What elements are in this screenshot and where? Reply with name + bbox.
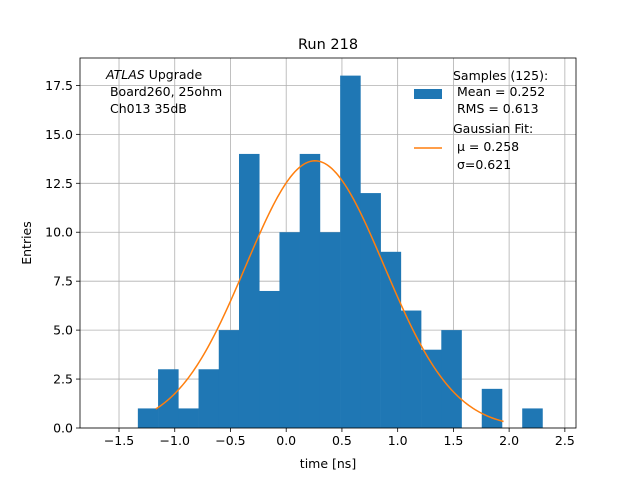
histogram-bar bbox=[238, 153, 260, 429]
histogram-bar bbox=[319, 232, 341, 428]
histogram-bar bbox=[380, 251, 402, 428]
fit-curve bbox=[155, 160, 504, 423]
y-tick-label: 7.5 bbox=[53, 274, 73, 289]
legend-fit-line-3: σ=0.621 bbox=[453, 157, 511, 172]
x-tick-label: −1.5 bbox=[104, 433, 134, 448]
annotation-atlas: ATLAS bbox=[105, 67, 145, 82]
x-tick-label: 0.5 bbox=[332, 433, 352, 448]
y-tick-label: 5.0 bbox=[53, 323, 73, 338]
y-tick-label: 2.5 bbox=[53, 372, 73, 387]
legend-hist-swatch bbox=[414, 89, 442, 99]
x-tick-label: 2.5 bbox=[555, 433, 575, 448]
x-axis-label: time [ns] bbox=[300, 456, 356, 471]
x-tick-label: −1.0 bbox=[160, 433, 190, 448]
histogram-bar bbox=[360, 193, 381, 428]
histogram-bar bbox=[340, 75, 361, 428]
x-tick-label: 2.0 bbox=[499, 433, 519, 448]
legend-fit-line-1: Gaussian Fit: bbox=[453, 121, 533, 136]
y-tick-label: 12.5 bbox=[45, 176, 73, 191]
legend-hist-line-3: RMS = 0.613 bbox=[453, 101, 539, 116]
axis-ticks: −1.5 −1.0 −0.5 0.0 0.5 1.0 1.5 2.0 2.5 0.0 2.5 5.0 7… bbox=[45, 78, 575, 448]
y-tick-label: 17.5 bbox=[45, 78, 73, 93]
legend-hist-line-2: Mean = 0.252 bbox=[453, 84, 545, 99]
histogram-bar bbox=[158, 369, 179, 428]
annotation-line-2: Board260, 25ohm bbox=[106, 84, 222, 99]
histogram-bar bbox=[400, 310, 422, 428]
annotation-upgrade: Upgrade bbox=[145, 67, 203, 82]
chart-title: Run 218 bbox=[298, 37, 358, 53]
y-tick-label: 10.0 bbox=[45, 225, 73, 240]
legend-hist-line-1: Samples (125): bbox=[453, 68, 548, 83]
y-axis-label: Entries bbox=[19, 221, 34, 265]
annotation-line-1: ATLAS Upgrade bbox=[105, 67, 202, 82]
y-tick-label: 0.0 bbox=[53, 421, 73, 436]
x-tick-label: −0.5 bbox=[215, 433, 245, 448]
atlas-annotation: ATLAS Upgrade Board260, 25ohm Ch013 35dB bbox=[105, 67, 222, 116]
histogram-bar bbox=[218, 330, 240, 428]
legend: Samples (125): Mean = 0.252 RMS = 0.613 … bbox=[414, 68, 548, 172]
histogram-bar bbox=[421, 349, 442, 428]
x-tick-label: 0.0 bbox=[276, 433, 296, 448]
annotation-line-3: Ch013 35dB bbox=[106, 101, 187, 116]
gaussian-fit bbox=[155, 160, 504, 423]
plot-frame bbox=[79, 57, 577, 429]
histogram-bar bbox=[178, 408, 199, 428]
legend-fit-line-2: μ = 0.258 bbox=[453, 139, 519, 154]
histogram-bar bbox=[259, 290, 280, 428]
histogram-bars bbox=[137, 75, 543, 429]
histogram-bar bbox=[299, 153, 321, 429]
histogram-bar bbox=[137, 408, 159, 428]
histogram-bar bbox=[279, 232, 300, 428]
histogram-bar bbox=[441, 330, 462, 428]
x-tick-label: 1.0 bbox=[388, 433, 408, 448]
x-tick-label: 1.5 bbox=[443, 433, 463, 448]
histogram-bar bbox=[522, 408, 543, 428]
y-tick-label: 15.0 bbox=[45, 127, 73, 142]
histogram-bar bbox=[481, 388, 503, 428]
histogram-bar bbox=[198, 369, 220, 428]
